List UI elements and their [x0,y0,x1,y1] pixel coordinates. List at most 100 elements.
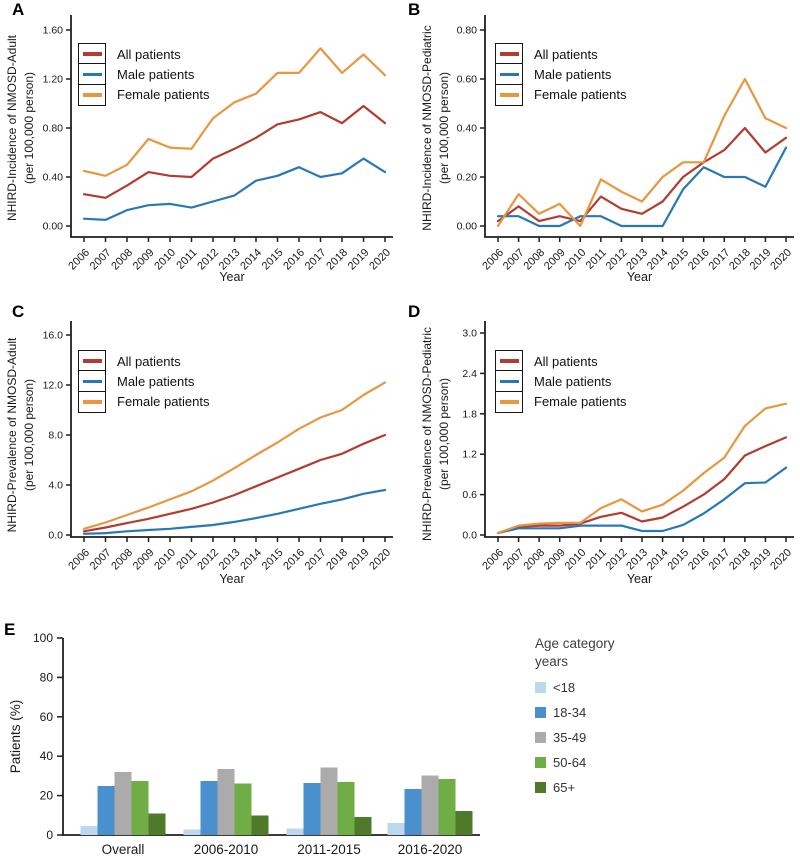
legend-item-female-patients: Female patients [78,83,210,106]
x-tick-label: 2007 [501,547,527,573]
y-tick-label: 0 [46,828,53,842]
panel-a-label: A [12,0,25,19]
age-legend-item-65: 65+ [535,780,615,795]
y-tick-label: 40 [40,749,54,763]
legend-key-swatch [78,43,106,65]
y-tick-label: 0.20 [457,172,478,184]
bar-18-overall [80,826,98,835]
x-tick-label: 2012 [604,547,630,573]
bar-35-49-2011-2015 [320,767,338,835]
age-legend-item-50-64: 50-64 [535,755,615,770]
x-tick-label: 2016 [686,247,712,273]
x-tick-label: 2007 [88,547,114,573]
panel-d-chart: 0.00.61.21.82.43.02006200720082009201020… [420,321,794,586]
x-tick-label: 2015 [665,547,691,573]
panel-b-label: B [408,0,421,19]
x-tick-label: 2009 [542,247,568,273]
x-tick-label: 2012 [195,547,221,573]
x-tick-label: 2015 [260,247,286,273]
x-tick-label: 2006 [480,247,506,273]
x-tick-label: 2010 [563,547,589,573]
x-axis-title: Year [219,270,244,284]
x-tick-label: 2017 [303,547,329,573]
panel-c-label: C [12,302,25,321]
legend-item-label: All patients [534,46,598,62]
panel-e-chart: 0 20 40 60 80 100 Patients (%) Overall 2006-2010… [8,631,480,857]
y-tick-label: 0.00 [43,221,64,233]
panel-a-legend: All patients Male patients Female patients [78,43,210,106]
panel-e-label: E [4,620,16,639]
legend-key-swatch [495,370,523,393]
x-tick-label: 2011 [584,547,609,572]
x-category-label: 2011-2015 [297,842,361,857]
series-line-all-patients [82,433,387,533]
x-tick-label: 2014 [645,247,671,273]
y-axis-title-line2: (per 100,000 person) [22,379,36,491]
series-line-male-patients [82,488,387,535]
legend-key-swatch [495,390,523,413]
panel-c: C 0.0 4.0 8.0 12.0 16.0 2006 2007 2008 2009 2010 2… [0,290,400,590]
series-line-female-patients [82,47,387,177]
x-tick-label: 2009 [542,547,568,573]
x-axis-title: Year [627,572,652,586]
legend-line-icon [499,93,519,97]
legend-key-swatch [78,370,106,393]
age-legend-item-label: 35-49 [553,730,587,746]
legend-item-label: Male patients [117,373,195,389]
legend-key-swatch [495,350,523,372]
x-tick-label: 2020 [367,247,393,273]
x-tick-label: 2018 [324,547,350,573]
x-axis-title: Year [219,572,244,586]
legend-square-icon [535,682,546,694]
legend-item-label: Female patients [534,87,627,103]
panel-a: A 0.00 0.40 0.80 1.20 1.60 2006 2007 2008 2009 20… [0,0,400,290]
x-category-label: Overall [102,842,145,857]
y-tick-label: 1.8 [462,408,477,420]
bar-18-34-2011-2015 [303,783,321,835]
y-axis-title-line2: (per 100,000 person) [22,72,36,184]
x-tick-label: 2010 [152,547,178,573]
bar-18-2016-2020 [387,823,405,835]
bar-18-2006-2010 [183,829,201,835]
legend-line-icon [82,400,102,404]
x-tick-label: 2018 [727,547,753,573]
age-category-legend: Age category years <18 18-34 35-49 50-64 65+ [535,635,615,805]
panel-d-legend: All patients Male patients Female patients [495,350,627,413]
x-tick-label: 2020 [768,247,794,273]
legend-key-swatch [78,390,106,413]
series-line-all-patients [82,104,387,199]
bar-18-34-2006-2010 [200,781,218,835]
y-axis-title-line2: (per 100,000 person) [437,72,451,184]
y-tick-label: 0.40 [457,123,478,135]
x-category-label: 2006-2010 [194,842,259,857]
series-line-all-patients [496,436,788,535]
legend-key-swatch [78,350,106,372]
legend-item-male-patients: Male patients [495,370,627,393]
series-line-female-patients [496,77,788,228]
y-tick-label: 60 [40,710,54,724]
y-tick-label: 100 [33,631,53,645]
age-legend-item-label: 18-34 [553,705,587,721]
x-tick-label: 2008 [521,247,547,273]
x-tick-label: 2016 [281,247,307,273]
y-axis-title-line1: NHIRD-Incidence of NMOSD-Adult [5,34,19,221]
legend-item-label: All patients [117,353,181,369]
panel-a-chart: 0.00 0.40 0.80 1.20 1.60 20062007200820092010… [5,15,393,284]
y-axis-title-line1: NHIRD-Prevalence of NMOSD-Adult [5,337,19,532]
legend-square-icon [535,757,546,769]
x-tick-label: 2017 [707,247,733,273]
y-axis-title: Patients (%) [8,700,23,774]
x-tick-label: 2015 [260,547,286,573]
y-tick-label: 1.60 [43,25,64,37]
x-tick-label: 2010 [563,247,589,273]
legend-item-label: All patients [117,46,181,62]
x-tick-label: 2006 [66,247,92,273]
bar-65-2016-2020 [455,810,473,835]
legend-item-label: Male patients [534,66,612,82]
bar-50-64-overall [131,780,149,835]
age-legend-item-label: 65+ [553,780,576,796]
y-tick-label: 3.0 [462,328,477,340]
x-tick-label: 2020 [367,547,393,573]
y-tick-label: 0.80 [457,25,478,37]
